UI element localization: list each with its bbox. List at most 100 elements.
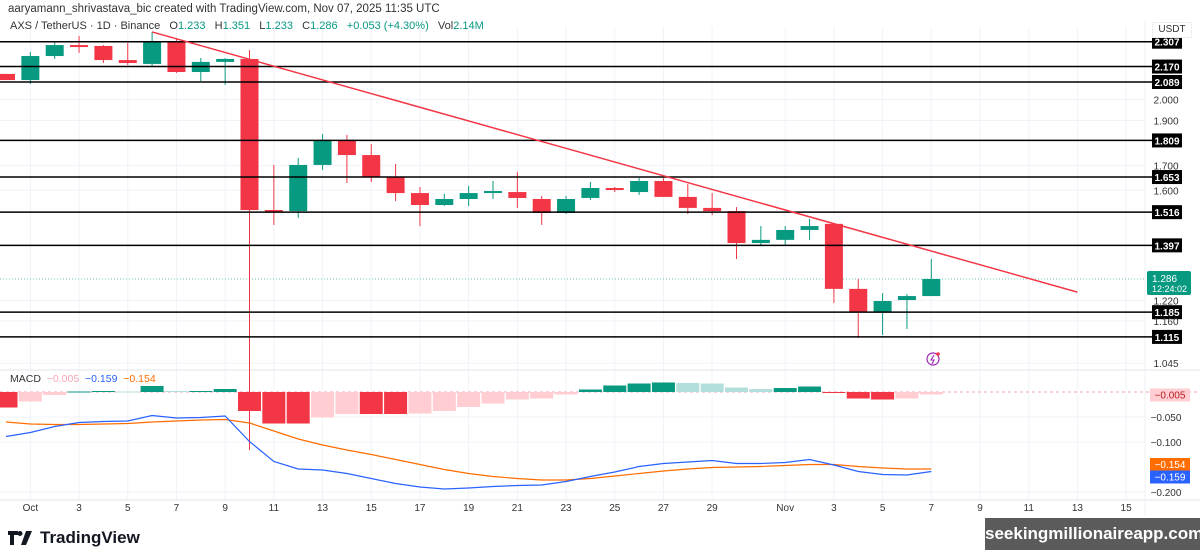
macd-histogram-bar xyxy=(384,392,408,414)
candle-body xyxy=(289,164,308,212)
candle xyxy=(0,73,15,81)
high-label: H xyxy=(214,20,223,32)
level-price-badge xyxy=(1152,59,1182,74)
symbol-label[interactable]: AXS / TetherUS · 1D · Binance xyxy=(10,20,161,32)
change-value: +0.053 (+4.30%) xyxy=(346,20,429,32)
candle xyxy=(678,183,697,215)
tradingview-logo[interactable]: TradingView xyxy=(8,528,140,548)
level-price-label: 1.397 xyxy=(1154,241,1179,252)
level-price-badge xyxy=(1152,205,1182,220)
level-price-label: 2.089 xyxy=(1154,78,1179,89)
macd-legend: MACD −0.005 −0.159 −0.154 xyxy=(10,373,156,385)
level-price-badge xyxy=(1152,133,1182,148)
current-price-badge xyxy=(1147,270,1191,295)
level-price-badge xyxy=(1152,305,1182,320)
candle xyxy=(824,223,843,304)
macd-histogram-bar xyxy=(798,386,822,392)
level-price-badge xyxy=(1152,170,1182,185)
candle-body xyxy=(557,198,576,213)
candle-body xyxy=(922,278,941,297)
level-price-label: 1.185 xyxy=(1154,308,1179,319)
macd-histogram-bar xyxy=(140,386,164,392)
macd-histogram-bar xyxy=(822,392,846,393)
candle-body xyxy=(873,301,892,312)
candle-body xyxy=(484,191,502,194)
candle-body xyxy=(21,56,40,81)
macd-signal-line xyxy=(5,418,932,481)
macd-histogram-bar xyxy=(335,392,359,414)
candle-body xyxy=(654,180,673,197)
candle xyxy=(727,207,746,259)
candle-body xyxy=(0,73,15,81)
macd-axis-tick: −0.050 xyxy=(1151,413,1182,424)
candle xyxy=(118,42,137,66)
level-price-label: 1.809 xyxy=(1154,136,1179,147)
macd-histogram-bar xyxy=(238,392,261,411)
time-axis-tick: 19 xyxy=(463,503,475,514)
macd-histogram-bar xyxy=(432,392,456,411)
candle xyxy=(410,186,429,227)
candle xyxy=(922,258,941,297)
time-axis-tick: Nov xyxy=(776,503,794,514)
price-axis-tick: 1.220 xyxy=(1153,296,1178,307)
macd-line-value: −0.159 xyxy=(85,373,118,385)
candle-body xyxy=(751,239,770,244)
macd-histogram-bar xyxy=(749,389,773,392)
candle xyxy=(484,180,502,199)
macd-histogram-bar xyxy=(578,389,602,392)
macd-histogram-bar xyxy=(530,392,554,399)
candle xyxy=(751,226,770,246)
macd-histogram-bar xyxy=(189,391,213,392)
time-axis-tick: 15 xyxy=(1121,503,1133,514)
candle xyxy=(21,52,40,84)
time-axis-tick: 7 xyxy=(174,503,180,514)
macd-axis-tick: −0.100 xyxy=(1151,438,1182,449)
open-value: 1.233 xyxy=(177,20,206,32)
macd-histogram-bar xyxy=(408,392,432,414)
time-axis-tick: 7 xyxy=(929,503,935,514)
macd-histogram-bar xyxy=(164,391,188,392)
candle-body xyxy=(800,226,819,230)
time-axis-tick: 9 xyxy=(222,503,228,514)
macd-histogram-bar xyxy=(505,392,529,400)
candle-body xyxy=(337,139,356,156)
macd-histogram-bar xyxy=(627,383,651,392)
candle xyxy=(508,171,527,208)
currency-button[interactable]: USDT xyxy=(1152,22,1192,38)
candle xyxy=(167,38,186,73)
low-value: 1.233 xyxy=(265,20,293,32)
macd-axis-tick: −0.200 xyxy=(1151,488,1182,499)
candle-body xyxy=(581,187,600,198)
level-price-badge xyxy=(1152,329,1182,344)
candle xyxy=(362,144,381,182)
price-axis-tick: 1.045 xyxy=(1153,359,1178,370)
macd-histogram-bar xyxy=(773,388,797,392)
candle-body xyxy=(264,210,283,213)
candle xyxy=(289,158,308,218)
high-value: 1.351 xyxy=(222,20,251,32)
candle-body xyxy=(727,211,746,244)
macd-histogram-bar xyxy=(725,387,748,392)
macd-histogram-bar xyxy=(676,383,700,392)
candle-body xyxy=(362,155,381,178)
candle-body xyxy=(216,58,235,62)
macd-signal-label: −0.154 xyxy=(1155,460,1186,471)
candle xyxy=(435,193,454,207)
macd-signal-badge xyxy=(1150,458,1190,471)
candle-body xyxy=(118,60,137,64)
candle xyxy=(337,134,356,183)
time-axis-tick: 29 xyxy=(707,503,719,514)
macd-histogram-bar xyxy=(651,382,675,392)
candle-body xyxy=(94,45,113,61)
candle xyxy=(264,164,283,225)
candle xyxy=(800,218,819,240)
close-value: 1.286 xyxy=(310,20,338,32)
time-axis-tick: 23 xyxy=(560,503,572,514)
candle xyxy=(849,278,868,338)
candle-body xyxy=(897,296,916,301)
lightning-alert-icon[interactable] xyxy=(926,352,940,366)
time-axis-tick: 15 xyxy=(366,503,378,514)
macd-value-badge xyxy=(1150,470,1190,484)
macd-title[interactable]: MACD xyxy=(10,373,41,385)
